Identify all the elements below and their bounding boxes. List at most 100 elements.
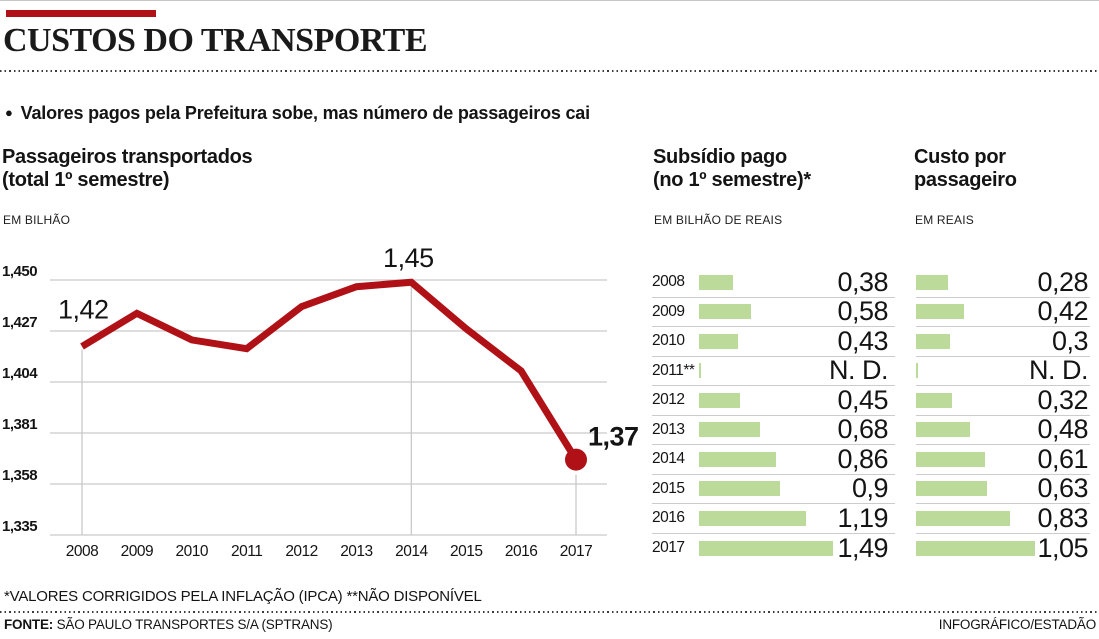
value-label: 0,28: [1037, 266, 1088, 297]
year-label: 2008: [652, 273, 685, 291]
year-label: 2013: [652, 420, 685, 438]
value-label: 0,83: [1037, 502, 1088, 533]
bar-row: 2014 0,86: [652, 443, 895, 475]
passengers-chart-unit: EM BILHÃO: [3, 213, 71, 227]
cost-bar-rows: 0,28 0,42 0,3 N. D. 0,32 0,48 0,61 0,63 0,83 1,05: [912, 266, 1090, 564]
bar: [916, 422, 971, 438]
bar: [699, 422, 761, 438]
y-tick-label: 1,427: [2, 314, 37, 331]
bar-row: 2010 0,43: [652, 325, 895, 357]
passengers-chart-title: Passageiros transportados (total 1º semes…: [2, 146, 253, 192]
bar: [916, 333, 950, 349]
year-label: 2017: [652, 539, 685, 557]
year-label: 2012: [652, 391, 685, 409]
value-label: 0,86: [837, 443, 888, 474]
year-label: 2011**: [652, 361, 695, 379]
y-tick-label: 1,358: [2, 467, 37, 484]
value-label: 0,42: [1037, 296, 1088, 327]
bar-row: 1,05: [916, 533, 1090, 564]
y-tick-label: 1,450: [2, 263, 37, 280]
cost-chart-title-line1: Custo por: [914, 146, 1006, 168]
bar-row: 2009 0,58: [652, 296, 895, 327]
x-tick-label: 2009: [121, 543, 153, 560]
bar: [916, 540, 1035, 556]
subsidy-chart-title-line1: Subsídio pago: [653, 146, 787, 168]
subsidy-chart-unit: EM BILHÃO DE REAIS: [654, 213, 783, 227]
page-title: CUSTOS DO TRANSPORTE: [3, 22, 428, 59]
bar-row: 0,42: [916, 296, 1090, 327]
y-tick-label: 1,381: [2, 416, 37, 433]
bar-row: N. D.: [916, 355, 1090, 386]
credit-line: INFOGRÁFICO/ESTADÃO: [938, 617, 1096, 632]
value-label: 0,45: [837, 384, 888, 415]
subsidy-chart-title: Subsídio pago (no 1º semestre)*: [653, 146, 811, 192]
bar-row: 2012 0,45: [652, 384, 895, 416]
x-tick-label: 2014: [395, 543, 428, 560]
bar: [916, 481, 988, 497]
point-value-label: 1,45: [383, 243, 434, 273]
value-label: 0,61: [1037, 443, 1088, 474]
value-label: 0,38: [837, 266, 888, 297]
bar-row: 0,48: [916, 414, 1090, 445]
x-tick-label: 2015: [450, 543, 482, 560]
cost-chart-unit: EM REAIS: [915, 213, 974, 227]
value-label: 0,3: [1051, 325, 1089, 356]
year-label: 2016: [652, 509, 685, 527]
value-label: N. D.: [1028, 355, 1089, 386]
bar: [699, 392, 740, 408]
point-value-label: 1,37: [588, 422, 639, 452]
bar: [916, 392, 953, 408]
value-label: 1,19: [837, 502, 888, 533]
bar: [699, 304, 752, 320]
value-label: 0,63: [1037, 473, 1088, 504]
x-tick-label: 2016: [505, 543, 537, 560]
lead-text: Valores pagos pela Prefeitura sobe, mas …: [20, 103, 590, 123]
year-label: 2014: [652, 450, 685, 468]
bar-row: 0,83: [916, 502, 1090, 534]
bar-row: 0,32: [916, 384, 1090, 416]
data-line: [80, 278, 579, 462]
bar-row: 2008 0,38: [652, 266, 895, 298]
passengers-chart-title-line1: Passageiros transportados: [2, 146, 253, 168]
y-tick-label: 1,335: [2, 518, 37, 535]
bar: [699, 451, 777, 467]
bar: [916, 363, 918, 379]
bar: [916, 304, 964, 320]
bar: [699, 333, 738, 349]
bar: [916, 451, 986, 467]
value-label: 0,32: [1037, 384, 1088, 415]
value-label: 1,49: [837, 532, 888, 563]
value-label: 0,43: [837, 325, 888, 356]
bar-row: 0,63: [916, 473, 1090, 504]
x-tick-label: 2012: [285, 543, 317, 560]
bullet-icon: ●: [5, 105, 13, 120]
value-label: 0,48: [1037, 414, 1088, 445]
header-divider: [0, 70, 1099, 72]
source-text: SÃO PAULO TRANSPORTES S/A (SPTRANS): [53, 617, 333, 632]
bar-row: 2015 0,9: [652, 473, 895, 504]
year-label: 2010: [652, 332, 685, 350]
bar-row: 2017 1,49: [652, 532, 895, 564]
passengers-chart-title-line2: (total 1º semestre): [2, 169, 170, 191]
x-tick-label: 2013: [340, 543, 372, 560]
end-point-dot: [565, 448, 587, 471]
bar: [916, 274, 948, 290]
brand-red-bar: [6, 10, 156, 17]
year-label: 2015: [652, 479, 685, 497]
bar-row: 0,61: [916, 443, 1090, 475]
bar-row: 0,28: [916, 266, 1090, 298]
bar-row: 2011** N. D.: [652, 355, 895, 386]
year-label: 2009: [652, 302, 685, 320]
bar: [699, 510, 806, 526]
top-rule: [0, 0, 1099, 1]
bar-row: 2013 0,68: [652, 414, 895, 445]
value-label: 0,58: [837, 296, 888, 327]
value-label: N. D.: [828, 355, 889, 386]
subsidy-chart-title-line2: (no 1º semestre)*: [653, 169, 811, 191]
y-tick-label: 1,404: [2, 365, 38, 382]
x-tick-label: 2017: [560, 543, 592, 560]
bar: [699, 481, 780, 497]
value-label: 0,68: [837, 414, 888, 445]
cost-chart-title: Custo por passageiro: [914, 146, 1017, 192]
